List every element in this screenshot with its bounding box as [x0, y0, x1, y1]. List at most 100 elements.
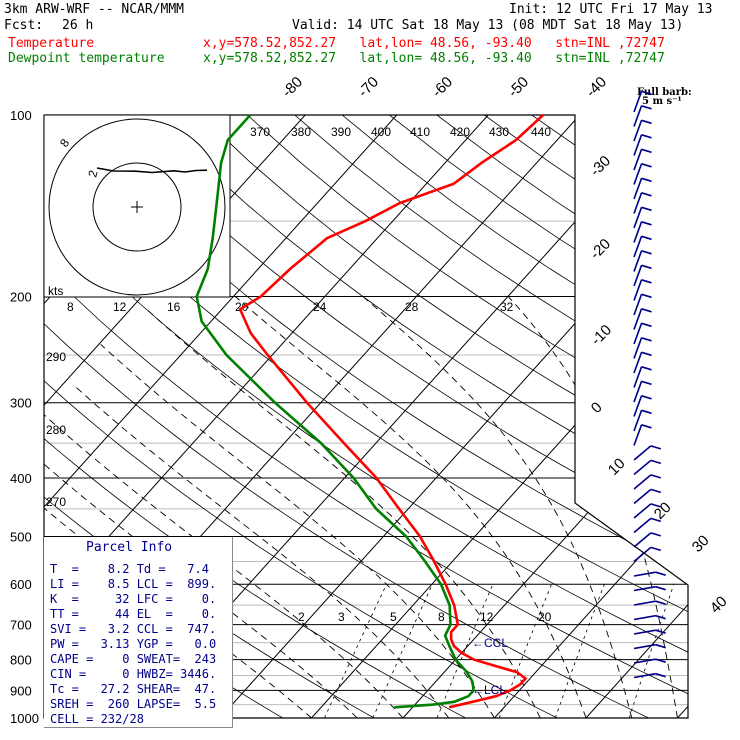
wind-barb-shaft [633, 91, 643, 113]
mixing-ratio-line [498, 584, 552, 718]
dry-adiabat [531, 115, 688, 718]
dry-adiabat [44, 115, 649, 718]
wind-barb-shaft [633, 410, 643, 432]
dry-adiabat [484, 115, 688, 718]
wind-barb-shaft [633, 149, 643, 171]
parcel-info-row: T = 8.2 Td = 7.4 [50, 562, 209, 576]
isotherm-line [311, 115, 688, 718]
wind-barb-shaft [633, 192, 643, 214]
wind-barb-shaft [633, 163, 643, 185]
header: 3km ARW-WRF -- NCAR/MMM Init: 12 UTC Fri… [0, 0, 740, 70]
moist-adiabat [72, 384, 450, 718]
pressure-tick-label: 900 [10, 683, 32, 698]
wind-barb [633, 279, 652, 301]
mixing-ratio-line [554, 584, 605, 718]
pressure-tick-label: 800 [10, 653, 32, 668]
hodograph-axis-label: 16 [167, 300, 181, 314]
wind-barb-flag [655, 672, 666, 678]
wind-barb-shaft [633, 178, 643, 200]
wind-barb-shaft [633, 120, 643, 142]
wind-barb [633, 395, 652, 417]
adiabat-label: 420 [450, 125, 470, 139]
moist-adiabat [362, 296, 633, 718]
isotherm-line [494, 115, 688, 718]
wind-barb-shaft [633, 585, 656, 592]
mixing-ratio-label: 5 [390, 610, 397, 624]
pressure-tick-label: 100 [10, 108, 32, 123]
pressure-tick-label: 700 [10, 618, 32, 633]
full-barb-units: 5 m s⁻¹ [642, 96, 682, 107]
adiabat-label: 280 [46, 423, 66, 437]
temperature-legend: Temperature [8, 36, 95, 51]
wind-barb-flag [641, 105, 652, 110]
wind-barb-flag [641, 351, 652, 357]
wind-barb-flag [650, 546, 662, 552]
isotherm-label: -20 [587, 235, 614, 262]
wind-barb-flag [650, 532, 662, 537]
wind-barb-shaft [633, 643, 656, 650]
dry-adiabat [294, 115, 688, 718]
dry-adiabat [199, 115, 688, 718]
dry-adiabat [247, 115, 688, 718]
wind-barb-flag [641, 424, 652, 429]
full-barb-label: Full barb: [637, 87, 692, 98]
wind-barb [633, 293, 652, 316]
adiabat-label: 410 [410, 125, 430, 139]
wind-barb-flag [650, 488, 662, 494]
parcel-info-row: CAPE = 0 SWEAT= 243 [50, 652, 217, 666]
wind-barb-flag [655, 600, 666, 605]
moist-adiabat [507, 296, 678, 718]
wind-barb-shaft [633, 294, 643, 316]
wind-barb-flag [655, 614, 666, 620]
temperature-line [238, 114, 544, 709]
parcel-info-row: CIN = 0 HWBZ= 3446. [50, 667, 217, 681]
parcel-info-title: Parcel Info [86, 540, 173, 555]
wind-barb-shaft [633, 488, 652, 505]
hodograph-axis-label: 24 [313, 300, 327, 314]
parcel-info-row: TT = 44 EL = 0. [50, 607, 217, 621]
wind-barb [633, 643, 666, 650]
wind-barb-shaft [633, 236, 643, 258]
wind-barb [633, 148, 652, 171]
wind-barb [633, 163, 652, 185]
wind-barb [633, 585, 666, 592]
isotherm-label: 40 [707, 593, 731, 617]
wind-barb-shaft [633, 265, 643, 287]
wind-barb-flag [641, 308, 652, 313]
parcel-info-box: Parcel Info T = 8.2 Td = 7.4 LI = 8.5 LCL… [44, 537, 233, 728]
wind-barb [633, 119, 652, 142]
dry-adiabat [626, 115, 688, 718]
wind-barb-shaft [633, 250, 643, 272]
parcel-info-row: CELL = 232/28 [50, 712, 144, 726]
isotherm-label: -50 [505, 73, 532, 100]
adiabat-label: 400 [371, 125, 391, 139]
wind-barb [633, 250, 652, 272]
wind-barb [633, 629, 666, 635]
wind-barb-flag [641, 235, 652, 241]
wind-barb-flag [641, 206, 652, 212]
forecast-hour: 26 h [62, 18, 94, 33]
wind-barb-flag [641, 163, 652, 168]
wind-barb-shaft [633, 424, 643, 446]
parcel-info-row: LI = 8.5 LCL = 899. [50, 577, 217, 591]
hodograph-axis-label: 28 [405, 300, 419, 314]
wind-barb-shaft [633, 571, 656, 577]
isotherm-label: -70 [355, 73, 382, 100]
wind-barb [633, 503, 662, 519]
dry-adiabat [44, 115, 688, 718]
wind-barb-shaft [633, 279, 643, 301]
parcel-info-row: K = 32 LFC = 0. [50, 592, 217, 606]
pressure-tick-label: 500 [10, 529, 32, 544]
hodograph-ring [92, 162, 182, 252]
wind-barb [633, 571, 666, 577]
wind-barb-flag [650, 517, 662, 523]
wind-barb-shaft [633, 395, 643, 417]
hodograph-trace [96, 167, 208, 174]
dry-adiabat [104, 115, 688, 718]
wind-barb-shaft [633, 503, 652, 519]
dry-adiabat [436, 115, 688, 718]
wind-barb-flag [655, 658, 666, 663]
wind-barb [633, 532, 662, 548]
wind-barb [633, 546, 662, 563]
dewpoint-legend: Dewpoint temperature [8, 51, 165, 66]
